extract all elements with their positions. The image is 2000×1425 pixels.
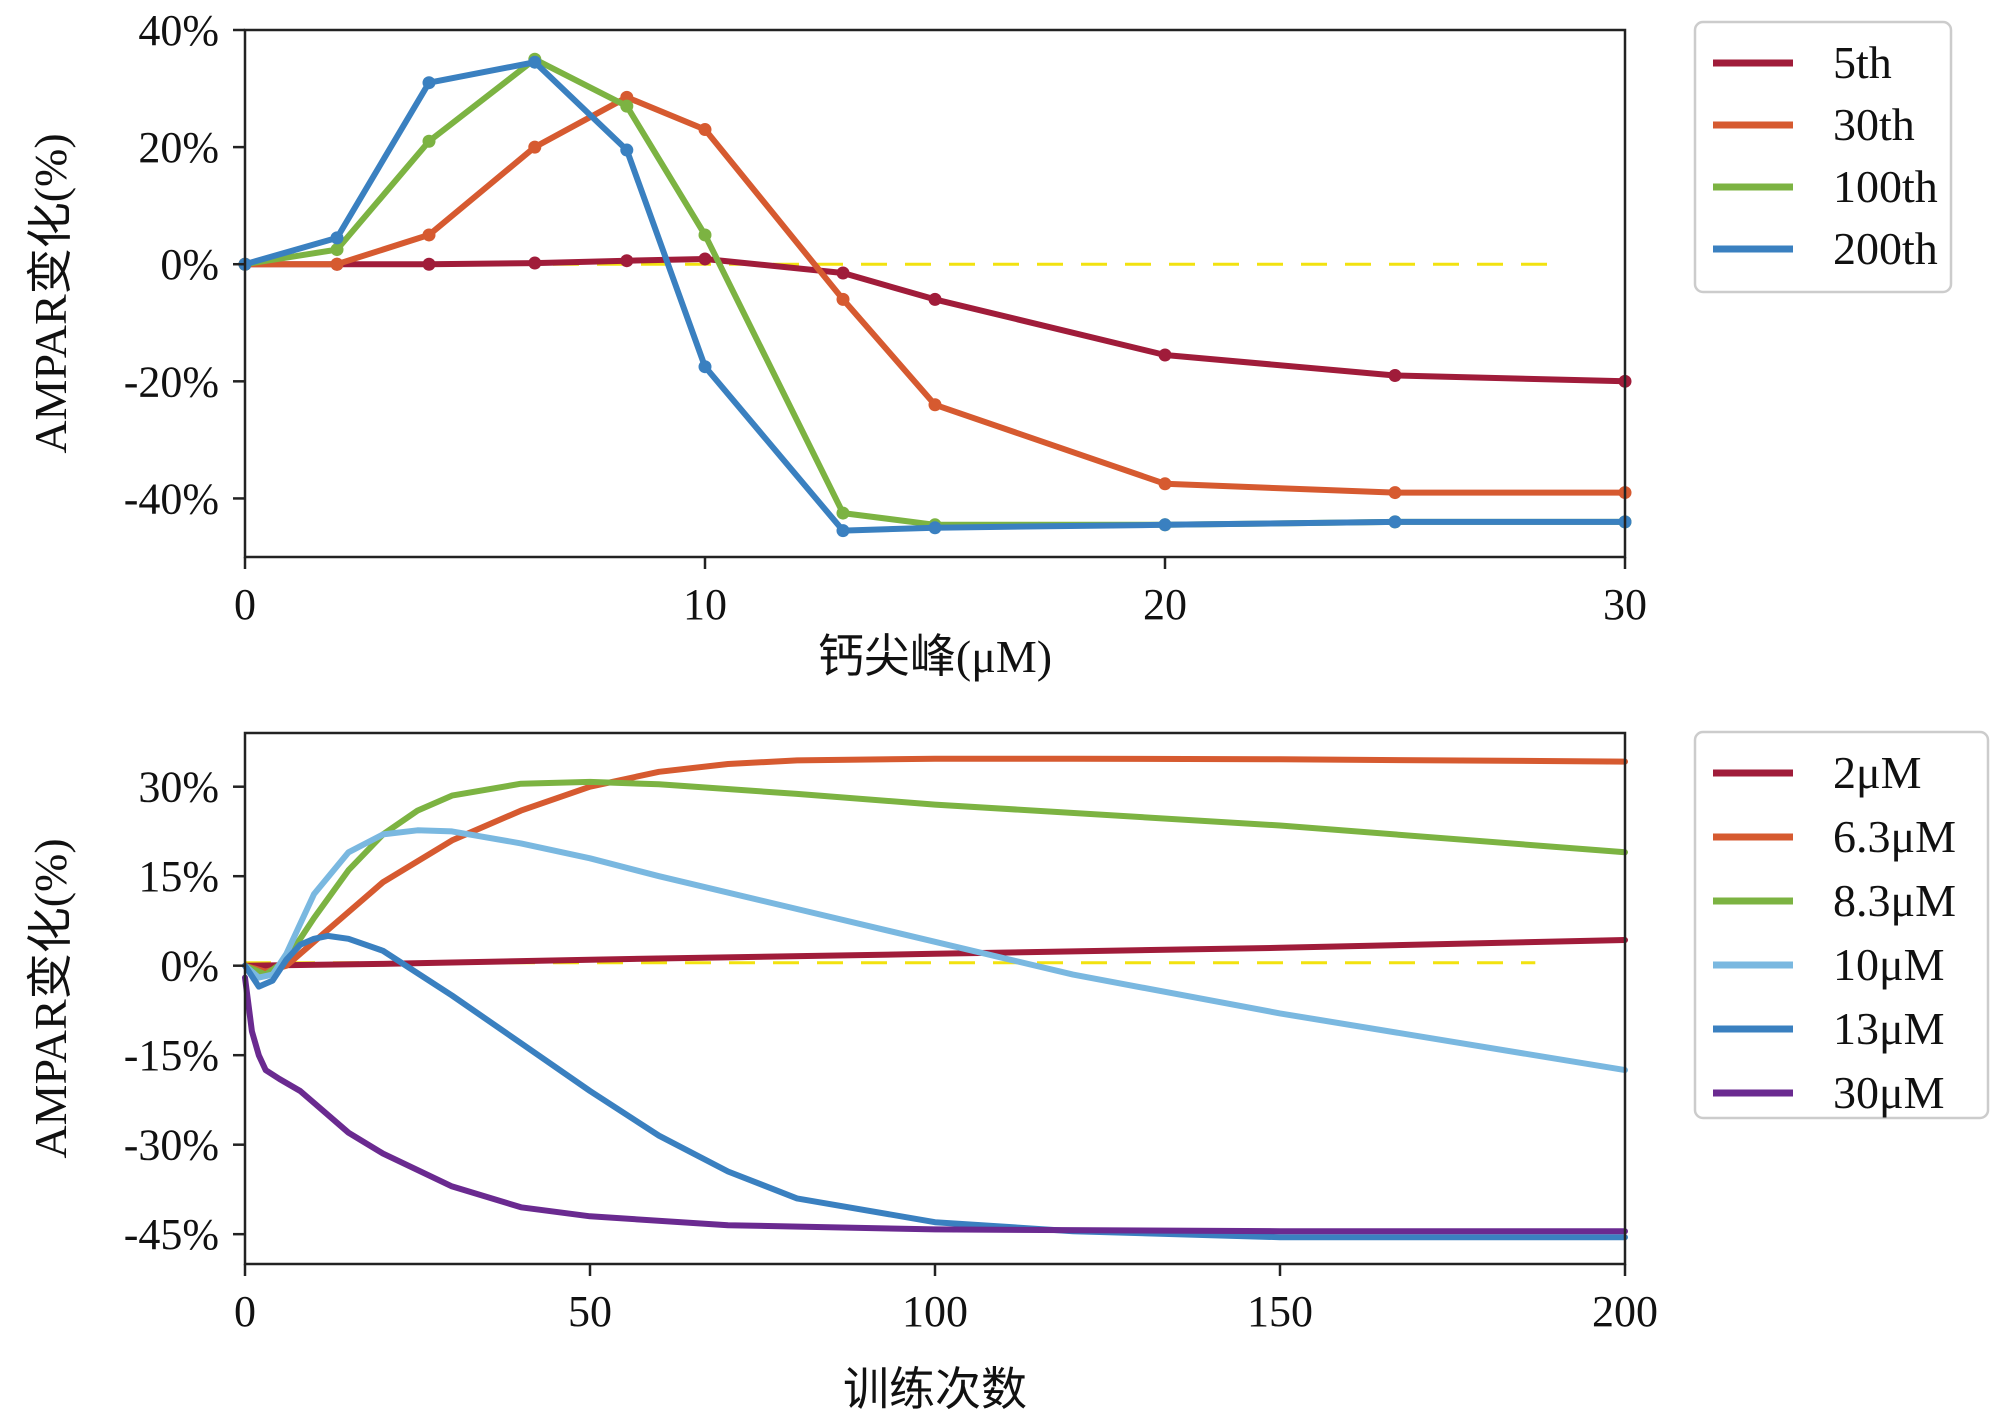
data-point-30th	[928, 398, 942, 412]
data-point-100th	[330, 243, 344, 257]
legend-label-30th: 30th	[1833, 99, 1915, 150]
x-tick-label: 150	[1247, 1287, 1313, 1336]
series-line-2μM	[242, 937, 1628, 969]
x-axis-label: 钙尖峰(μM)	[818, 631, 1052, 682]
legend: 2μM 6.3μM 8.3μM 10μM 13μM 30μM	[1693, 730, 1990, 1120]
series-line-30μM	[242, 974, 1628, 1235]
series-line-5th	[242, 256, 1628, 385]
data-point-30th	[330, 257, 344, 271]
data-point-200th	[836, 524, 850, 538]
data-point-5th	[928, 292, 942, 306]
x-tick-label: 200	[1592, 1287, 1658, 1336]
y-tick-label: 15%	[138, 852, 219, 901]
y-tick-label: -15%	[124, 1031, 219, 1080]
chart-top: 0 10 20 30 40% 20% 0% -20% -40% 钙尖峰(μM) AMPAR变化(%)…	[25, 6, 1953, 682]
data-point-100th	[698, 228, 712, 242]
data-point-5th	[528, 256, 542, 270]
y-tick-label: 0%	[160, 240, 219, 289]
x-tick-label: 100	[902, 1287, 968, 1336]
chart-bottom: 0 50 100 150 200 30% 15% 0% -15% -30% -45% 训练次数 AMPA…	[25, 730, 1990, 1415]
data-point-5th	[1158, 348, 1172, 362]
y-tick-label: 30%	[138, 763, 219, 812]
x-tick-label: 20	[1143, 580, 1187, 629]
data-point-5th	[422, 257, 436, 271]
data-point-100th	[422, 134, 436, 148]
legend-label-8.3μM: 8.3μM	[1833, 875, 1956, 926]
legend-label-13μM: 13μM	[1833, 1003, 1945, 1054]
y-tick-label: -40%	[124, 474, 219, 523]
data-point-30th	[1158, 477, 1172, 491]
x-tick-label: 30	[1603, 580, 1647, 629]
plot-frame	[243, 28, 1627, 559]
x-tick-label: 0	[234, 580, 256, 629]
legend-label-10μM: 10μM	[1833, 939, 1945, 990]
data-point-30th	[1388, 486, 1402, 500]
data-point-30th	[836, 292, 850, 306]
legend-label-30μM: 30μM	[1833, 1067, 1945, 1118]
data-point-200th	[528, 55, 542, 69]
data-point-5th	[1388, 368, 1402, 382]
data-point-200th	[330, 231, 344, 245]
y-tick-label: 40%	[138, 6, 219, 55]
data-point-100th	[620, 99, 634, 113]
legend-label-200th: 200th	[1833, 223, 1938, 274]
data-point-200th	[422, 76, 436, 90]
y-tick-label: -30%	[124, 1121, 219, 1170]
data-point-30th	[422, 228, 436, 242]
legend-label-6.3μM: 6.3μM	[1833, 811, 1956, 862]
data-point-200th	[928, 521, 942, 535]
series-line-13μM	[242, 932, 1628, 1241]
series-line-100th	[242, 56, 1628, 528]
y-tick-label: -20%	[124, 357, 219, 406]
series-line-6.3μM	[242, 755, 1628, 975]
data-point-100th	[836, 506, 850, 520]
data-point-200th	[1158, 518, 1172, 532]
y-tick-label: -45%	[124, 1210, 219, 1259]
legend-label-100th: 100th	[1833, 161, 1938, 212]
legend: 5th 30th 100th 200th	[1693, 20, 1953, 294]
x-axis-label: 训练次数	[843, 1364, 1027, 1415]
legend-label-5th: 5th	[1833, 37, 1892, 88]
y-tick-label: 0%	[160, 942, 219, 991]
legend-frame	[1693, 20, 1953, 294]
data-point-200th	[620, 143, 634, 157]
data-point-30th	[698, 123, 712, 137]
data-point-200th	[698, 360, 712, 374]
x-tick-label: 50	[568, 1287, 612, 1336]
data-point-200th	[1388, 515, 1402, 529]
y-axis-label: AMPAR变化(%)	[25, 133, 76, 453]
series-line-10μM	[242, 827, 1628, 1074]
data-point-5th	[698, 252, 712, 266]
data-point-30th	[528, 140, 542, 154]
x-tick-label: 0	[234, 1287, 256, 1336]
y-tick-label: 20%	[138, 123, 219, 172]
legend-label-2μM: 2μM	[1833, 747, 1922, 798]
y-axis-label: AMPAR变化(%)	[25, 838, 76, 1158]
data-point-5th	[836, 266, 850, 280]
data-point-5th	[620, 254, 634, 268]
x-tick-label: 10	[683, 580, 727, 629]
legend-frame	[1693, 730, 1990, 1120]
